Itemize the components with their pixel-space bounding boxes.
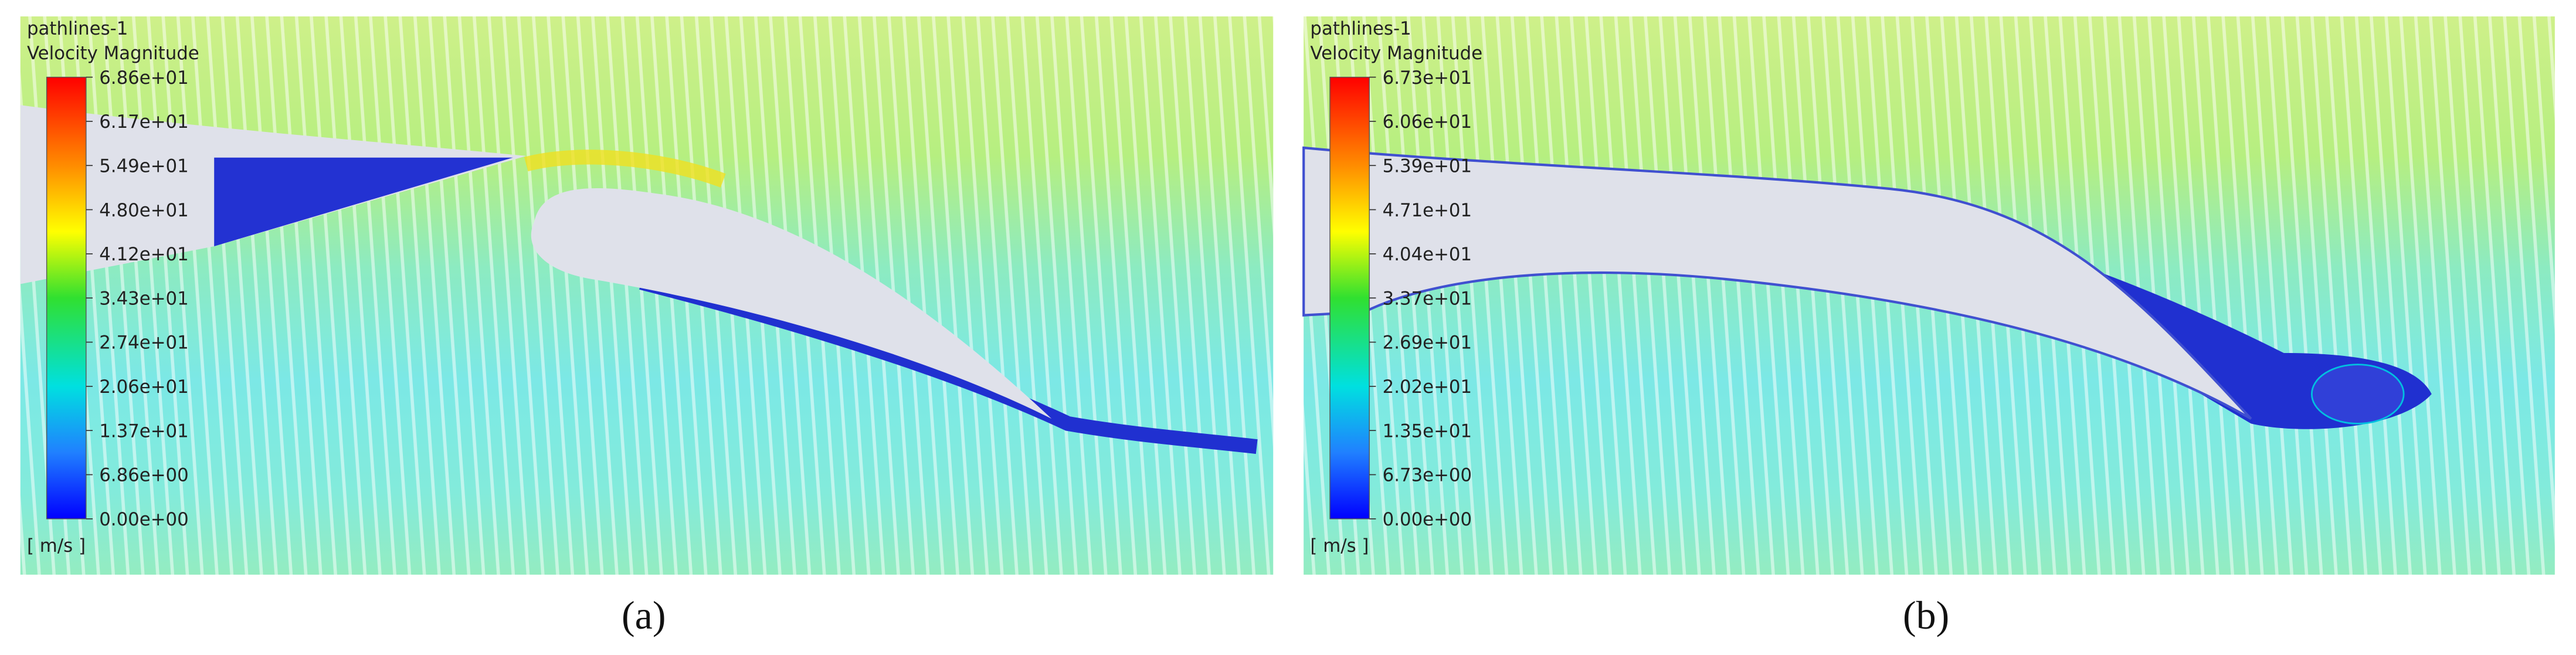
colorbar-label: 6.17e+01: [99, 111, 189, 133]
colorbar: [46, 76, 87, 520]
colorbar-label: 1.37e+01: [99, 420, 189, 442]
legend-quantity: Velocity Magnitude: [1310, 43, 1482, 64]
colorbar-label: 2.06e+01: [99, 376, 189, 398]
colorbar-label: 6.73e+00: [1383, 465, 1472, 486]
colorbar: [1329, 76, 1370, 520]
colorbar-label: 6.86e+00: [99, 465, 189, 486]
colorbar-label: 2.02e+01: [1383, 376, 1472, 398]
colorbar-label: 2.74e+01: [99, 332, 189, 354]
colorbar-label: 4.80e+01: [99, 200, 189, 221]
colorbar-label: 5.39e+01: [1383, 155, 1472, 177]
caption: (b): [1903, 593, 1950, 637]
legend-title: pathlines-1: [1310, 18, 1411, 39]
colorbar-label: 4.71e+01: [1383, 200, 1472, 221]
legend-title: pathlines-1: [27, 18, 128, 39]
colorbar-label: 3.37e+01: [1383, 288, 1472, 309]
colorbar-label: 0.00e+00: [99, 509, 189, 530]
panel: pathlines-1 Velocity Magnitude 6.86e+01 6.1…: [20, 16, 1274, 575]
cove-vortex: [214, 157, 513, 246]
colorbar-label: 5.49e+01: [99, 155, 189, 177]
panel: pathlines-1 Velocity Magnitude 6.73e+01 6.0…: [1302, 16, 2555, 575]
colorbar-label: 3.43e+01: [99, 288, 189, 309]
flap-suction: [524, 150, 726, 188]
airfoil: [1302, 146, 2252, 420]
unit-label: [ m/s ]: [27, 535, 86, 556]
colorbar-label: 1.35e+01: [1383, 420, 1472, 442]
colorbar-label: 0.00e+00: [1383, 509, 1472, 530]
flap: [531, 188, 1052, 419]
colorbar-label: 4.04e+01: [1383, 244, 1472, 265]
colorbar-label: 2.69e+01: [1383, 332, 1472, 354]
colorbar-label: 6.73e+01: [1383, 67, 1472, 89]
colorbar-label: 6.06e+01: [1383, 111, 1472, 133]
legend-quantity: Velocity Magnitude: [27, 43, 199, 64]
caption: (a): [622, 593, 666, 637]
pathlines: [20, 16, 1274, 575]
vortex: [2310, 364, 2405, 425]
colorbar-label: 6.86e+01: [99, 67, 189, 89]
colorbar-label: 4.12e+01: [99, 244, 189, 265]
unit-label: [ m/s ]: [1310, 535, 1369, 556]
